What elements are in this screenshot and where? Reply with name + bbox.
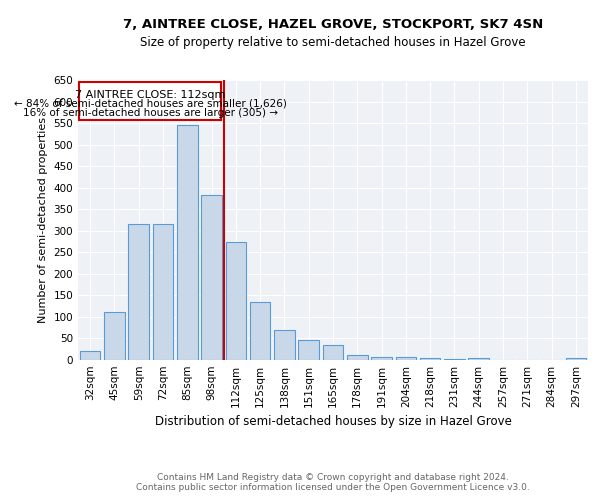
Bar (395, 358, 416, 360)
Text: ← 84% of semi-detached houses are smaller (1,626): ← 84% of semi-detached houses are smalle… (14, 99, 287, 109)
Bar (444, 358, 465, 360)
Y-axis label: Number of semi-detached properties: Number of semi-detached properties (38, 117, 48, 323)
X-axis label: Distribution of semi-detached houses by size in Hazel Grove: Distribution of semi-detached houses by … (155, 416, 511, 428)
Bar (566, 358, 586, 360)
Bar (80, 352, 100, 360)
Text: Contains HM Land Registry data © Crown copyright and database right 2024.
Contai: Contains HM Land Registry data © Crown c… (136, 473, 530, 492)
Text: Size of property relative to semi-detached houses in Hazel Grove: Size of property relative to semi-detach… (140, 36, 526, 49)
FancyBboxPatch shape (79, 82, 221, 120)
Bar (177, 125, 197, 360)
Text: 7, AINTREE CLOSE, HAZEL GROVE, STOCKPORT, SK7 4SN: 7, AINTREE CLOSE, HAZEL GROVE, STOCKPORT… (123, 18, 543, 30)
Bar (420, 358, 440, 360)
Bar (298, 340, 319, 360)
Bar (104, 312, 125, 360)
Bar (250, 302, 271, 360)
Bar (371, 356, 392, 360)
Bar (128, 224, 149, 360)
Text: 16% of semi-detached houses are larger (305) →: 16% of semi-detached houses are larger (… (23, 108, 278, 118)
Bar (152, 224, 173, 360)
Bar (274, 330, 295, 360)
Text: 7 AINTREE CLOSE: 112sqm: 7 AINTREE CLOSE: 112sqm (75, 90, 226, 101)
Bar (201, 195, 222, 360)
Bar (347, 355, 368, 360)
Bar (469, 358, 489, 360)
Bar (323, 345, 343, 360)
Bar (226, 242, 246, 360)
